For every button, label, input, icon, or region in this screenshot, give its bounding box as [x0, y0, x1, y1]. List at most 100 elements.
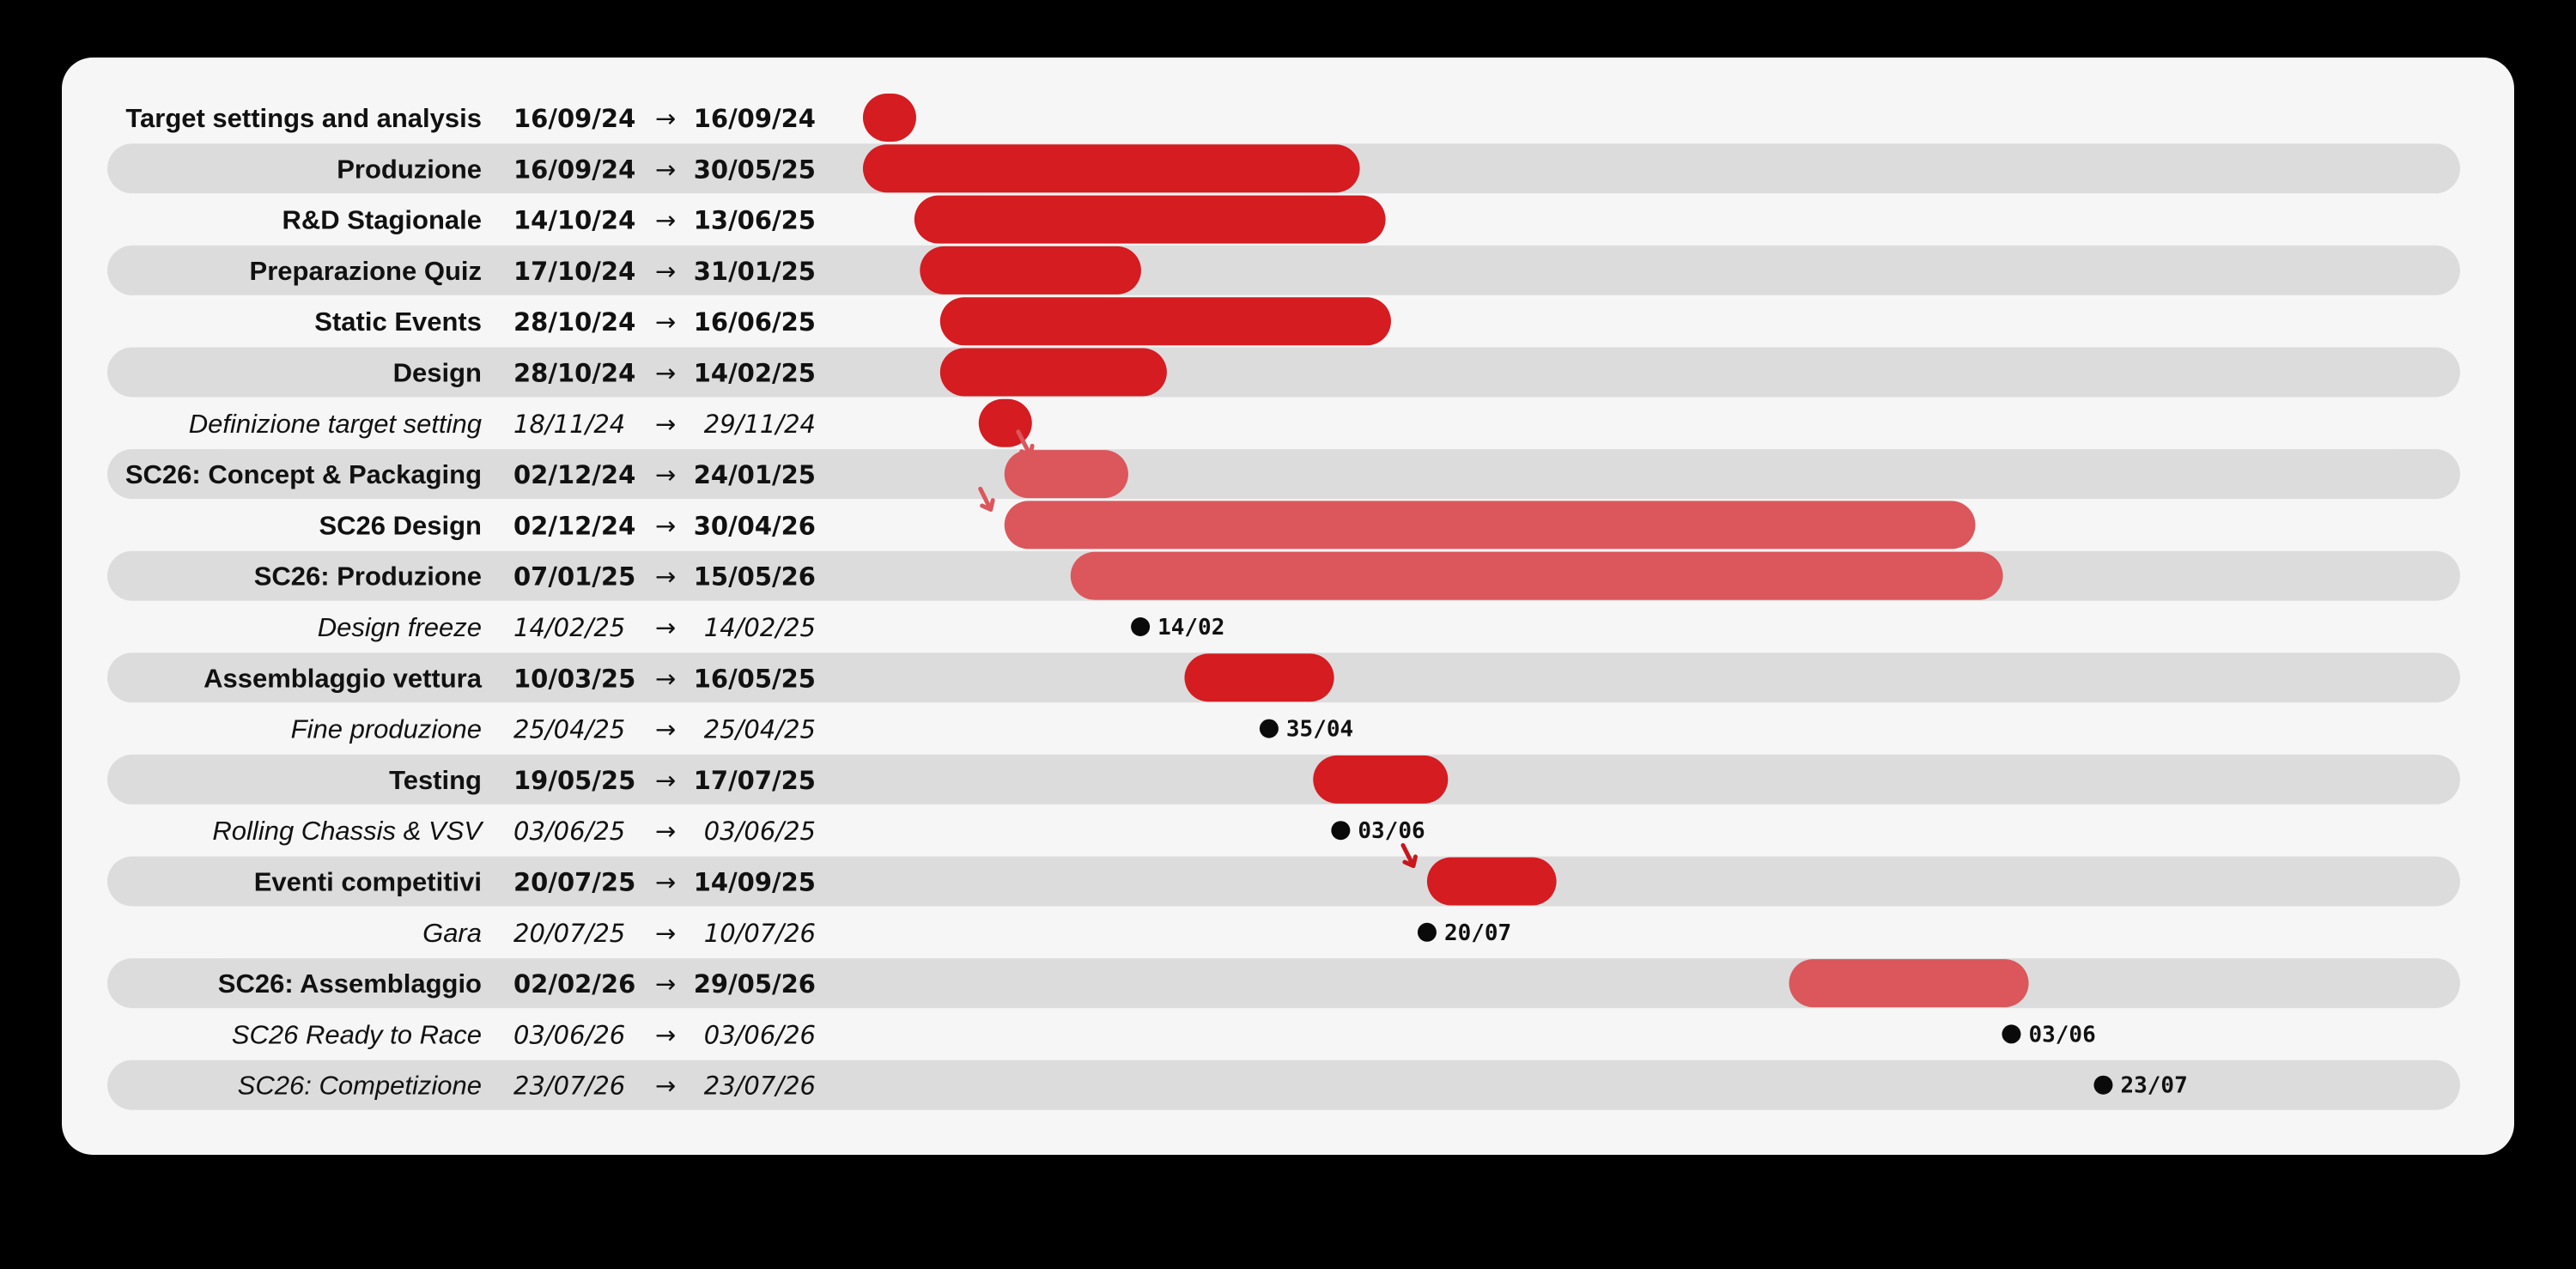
task-bar[interactable]	[1004, 501, 1976, 549]
task-start-date: 07/01/25	[513, 562, 635, 592]
row-stripe	[107, 1060, 2460, 1110]
task-start-date: 02/12/24	[513, 511, 635, 540]
task-bar[interactable]	[920, 246, 1141, 294]
task-bar[interactable]	[1070, 551, 2003, 600]
task-end-date: 03/06/26	[704, 1020, 816, 1049]
task-start-date: 17/10/24	[513, 257, 635, 286]
task-label: Produzione	[337, 154, 482, 184]
task-label: SC26: Produzione	[254, 562, 482, 592]
task-end-date: 25/04/25	[704, 715, 816, 744]
row-stripe	[107, 856, 2460, 907]
arrow-head-icon	[1019, 443, 1035, 458]
task-end-date: 31/01/25	[694, 257, 816, 286]
task-label: SC26 Design	[319, 510, 482, 540]
date-arrow-icon: →	[655, 562, 676, 592]
task-bar[interactable]	[1184, 653, 1334, 702]
milestone-marker[interactable]	[1331, 821, 1351, 841]
row-stripe	[107, 347, 2460, 398]
task-end-date: 16/06/25	[694, 307, 816, 337]
date-arrow-icon: →	[655, 155, 676, 184]
task-label: SC26: Concept & Packaging	[125, 459, 482, 489]
date-arrow-icon: →	[655, 664, 676, 693]
task-start-date: 20/07/25	[513, 868, 635, 897]
task-label: Definizione target setting	[189, 409, 482, 439]
task-label: SC26 Ready to Race	[232, 1019, 482, 1049]
task-end-date: 14/02/25	[694, 359, 816, 388]
task-label: SC26: Competizione	[238, 1071, 482, 1101]
task-start-date: 02/12/24	[513, 460, 635, 489]
task-start-date: 03/06/25	[513, 817, 625, 846]
task-label: Static Events	[314, 307, 482, 337]
milestone-marker[interactable]	[1131, 617, 1151, 636]
date-arrow-icon: →	[655, 460, 676, 489]
task-end-date: 29/11/24	[704, 410, 816, 439]
task-bar[interactable]	[939, 297, 1391, 346]
date-arrow-icon: →	[655, 257, 676, 286]
date-arrow-icon: →	[655, 511, 676, 540]
date-arrow-icon: →	[655, 969, 676, 999]
milestone-marker[interactable]	[1417, 922, 1437, 942]
task-start-date: 18/11/24	[513, 410, 625, 439]
dependency-arrow	[1400, 843, 1416, 868]
task-label: Fine produzione	[291, 714, 482, 744]
milestone-label: 20/07	[1444, 920, 1511, 946]
task-end-date: 17/07/25	[694, 766, 816, 795]
task-bar[interactable]	[1004, 450, 1128, 499]
task-end-date: 14/02/25	[704, 613, 816, 642]
task-label: Assemblaggio vettura	[204, 663, 483, 693]
task-bar[interactable]	[939, 348, 1167, 397]
arrow-head-icon	[1402, 854, 1418, 868]
task-end-date: 13/06/25	[694, 206, 816, 235]
task-start-date: 28/10/24	[513, 359, 635, 388]
milestone-label: 23/07	[2120, 1073, 2187, 1099]
task-end-date: 16/09/24	[694, 104, 816, 133]
date-arrow-icon: →	[655, 359, 676, 388]
task-start-date: 20/07/25	[513, 919, 625, 948]
task-start-date: 02/02/26	[513, 969, 635, 999]
task-end-date: 29/05/26	[694, 969, 816, 999]
date-arrow-icon: →	[655, 715, 676, 744]
task-bar[interactable]	[1313, 755, 1449, 804]
task-label: Gara	[422, 918, 482, 948]
task-bar[interactable]	[862, 94, 916, 142]
task-end-date: 03/06/25	[704, 817, 816, 846]
milestone-marker[interactable]	[2093, 1075, 2113, 1095]
date-arrow-icon: →	[655, 307, 676, 337]
task-start-date: 16/09/24	[513, 104, 635, 133]
task-start-date: 23/07/26	[513, 1072, 625, 1101]
date-arrow-icon: →	[655, 410, 676, 439]
task-start-date: 25/04/25	[513, 715, 625, 744]
row-stripe	[107, 754, 2460, 805]
task-start-date: 10/03/25	[513, 664, 635, 693]
dependency-arrow	[1016, 429, 1033, 458]
task-bar[interactable]	[914, 195, 1386, 244]
task-bar[interactable]	[862, 144, 1360, 193]
task-end-date: 23/07/26	[704, 1072, 816, 1101]
task-label: Design freeze	[318, 612, 482, 642]
task-end-date: 14/09/25	[694, 868, 816, 897]
task-start-date: 14/10/24	[513, 206, 635, 235]
milestone-label: 03/06	[2028, 1022, 2095, 1047]
task-label: Rolling Chassis & VSV	[212, 816, 484, 846]
task-end-date: 10/07/26	[704, 919, 816, 948]
task-start-date: 03/06/26	[513, 1020, 625, 1049]
task-label: SC26: Assemblaggio	[218, 968, 482, 999]
milestone-label: 03/06	[1358, 818, 1425, 844]
row-stripe	[107, 449, 2460, 500]
date-arrow-icon: →	[655, 104, 676, 133]
task-start-date: 14/02/25	[513, 613, 625, 642]
task-end-date: 30/04/26	[694, 511, 816, 540]
date-arrow-icon: →	[655, 817, 676, 846]
task-label: Design	[393, 358, 482, 388]
row-labels: Target settings and analysis 16/09/24 → 16/…	[125, 103, 816, 1101]
task-label: Eventi competitivi	[254, 867, 482, 897]
task-bar[interactable]	[1789, 959, 2029, 1008]
milestone-marker[interactable]	[2002, 1024, 2021, 1044]
milestone-marker[interactable]	[1259, 719, 1279, 738]
date-arrow-icon: →	[655, 766, 676, 795]
row-stripe	[107, 245, 2460, 295]
task-bar[interactable]	[1426, 857, 1557, 906]
task-label: Testing	[389, 765, 482, 795]
